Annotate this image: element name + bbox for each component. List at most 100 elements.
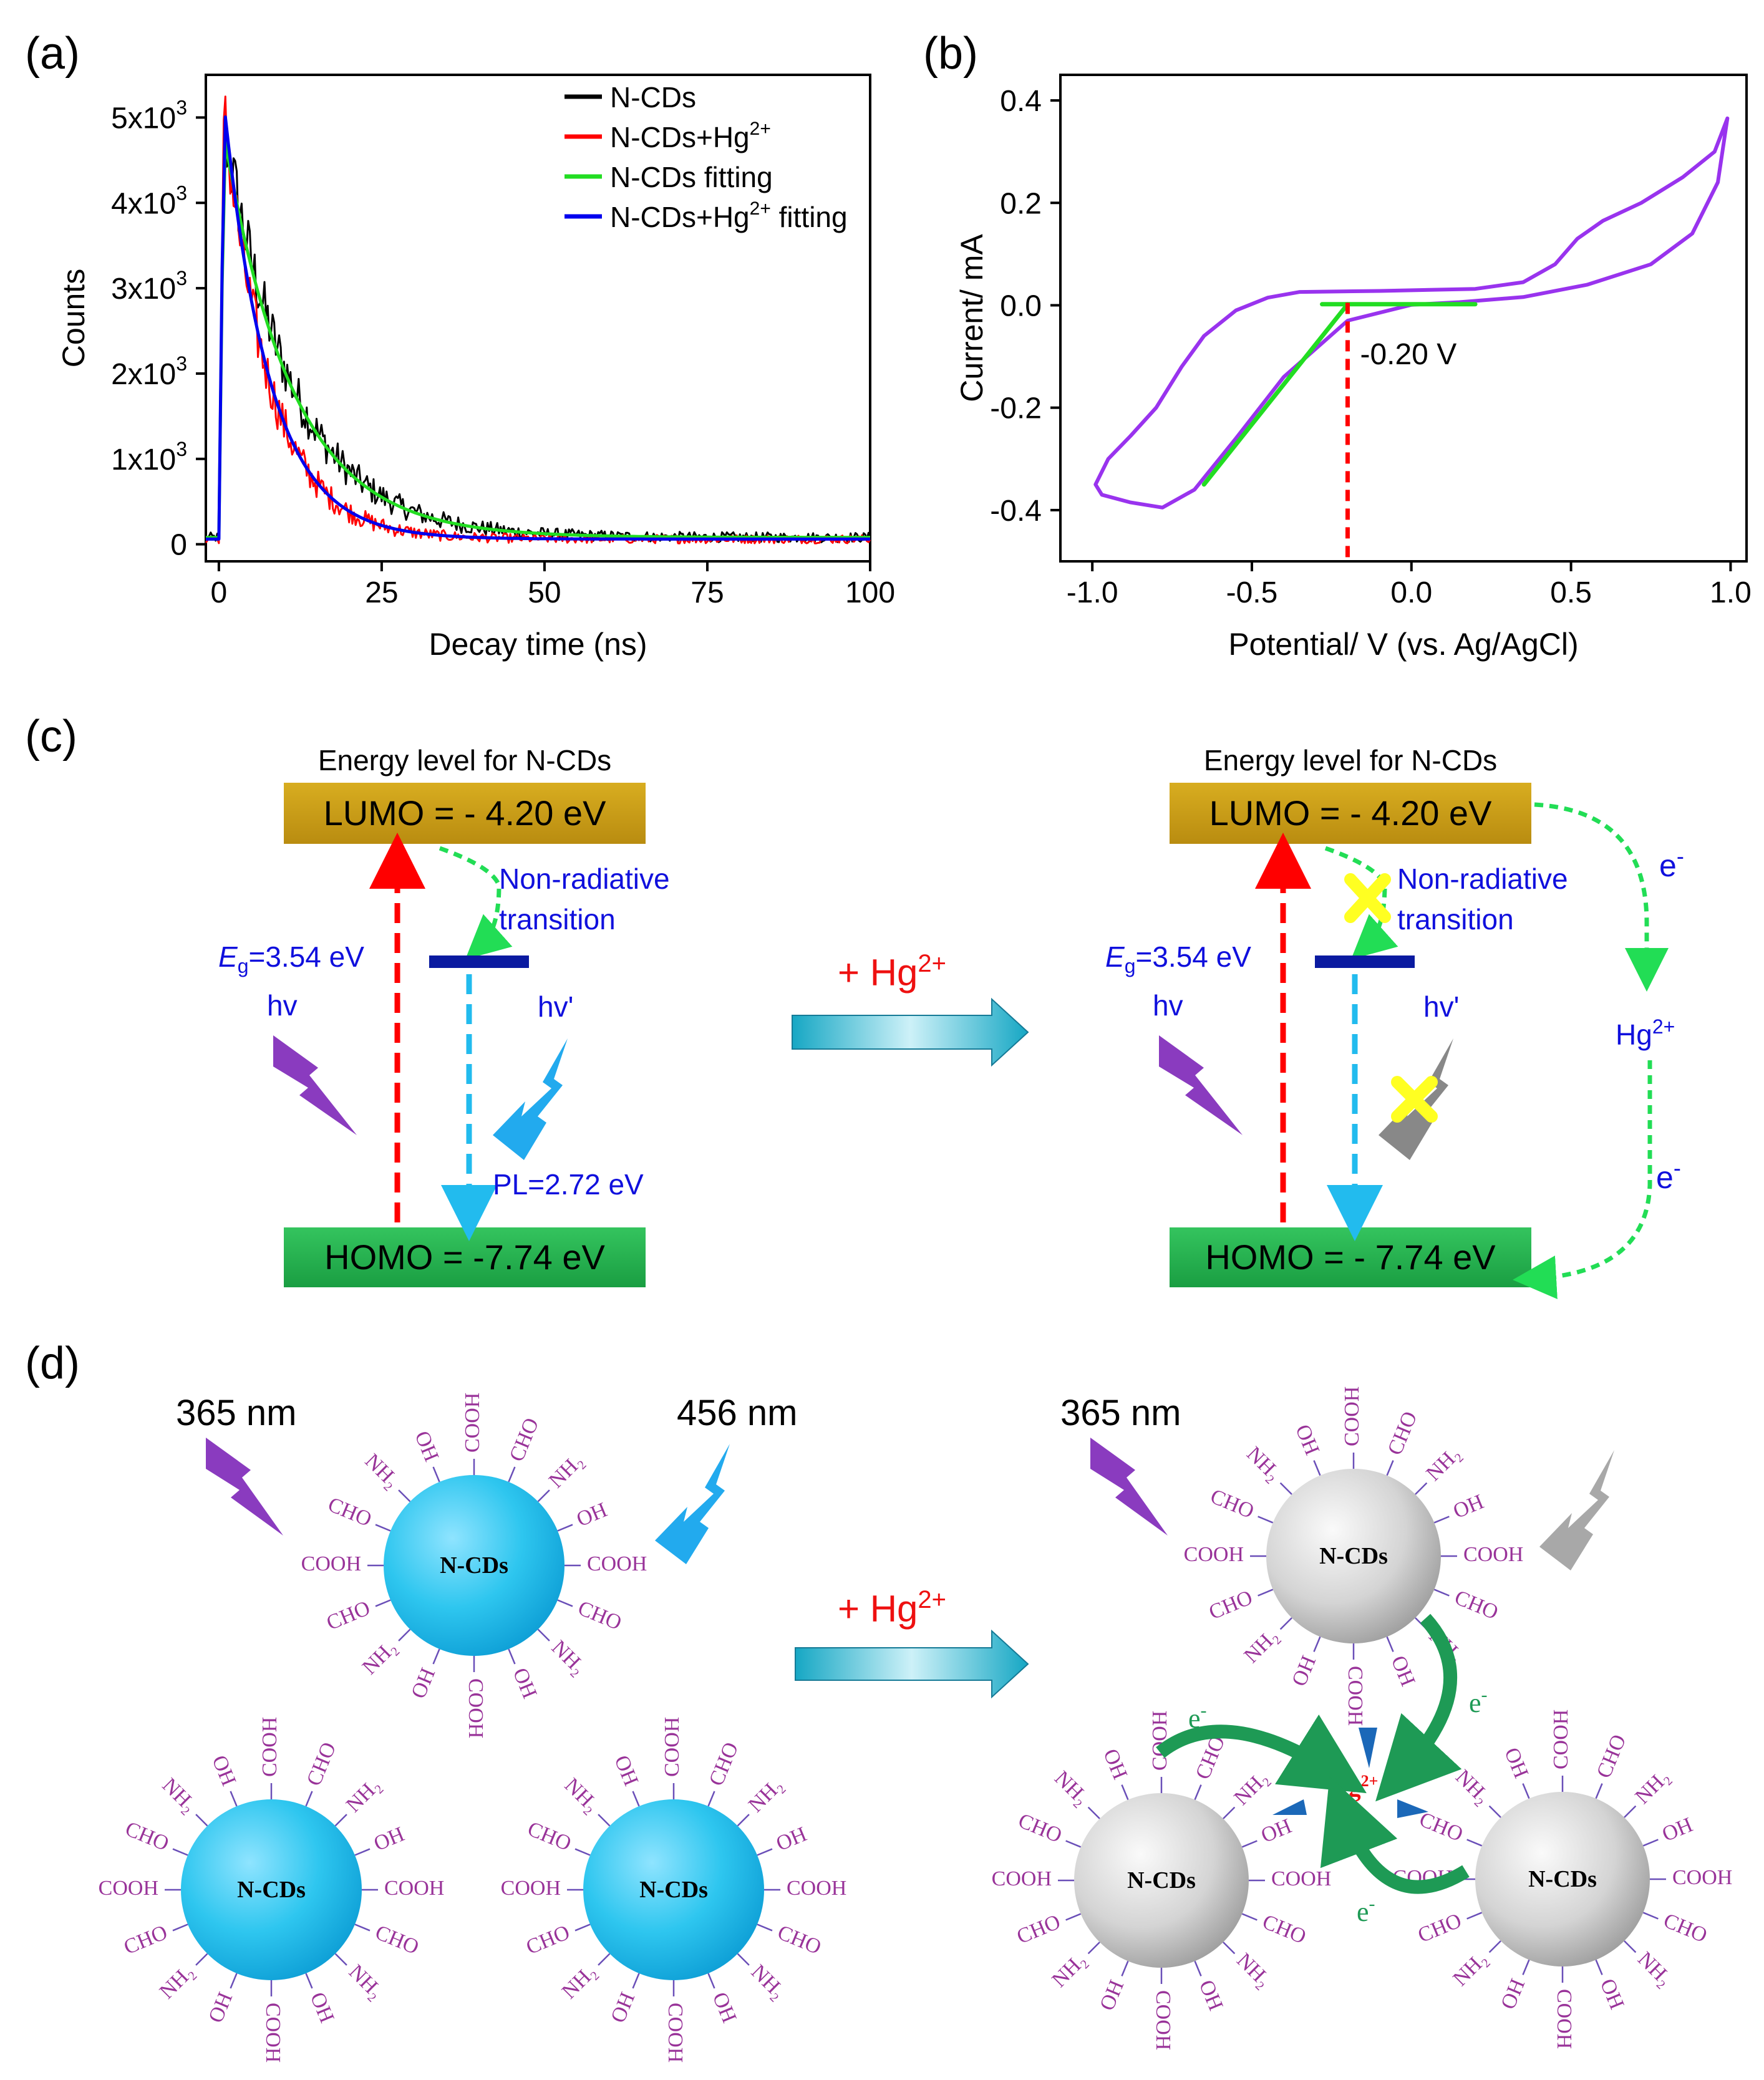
panel-a-xtick-label: 75 (691, 576, 724, 609)
bond (432, 1466, 440, 1483)
bond (707, 1791, 715, 1807)
panel-d: (d) 365 nm 456 nm 365 nm COOH CHONH₂OHCOO… (25, 1338, 1732, 2063)
hg-coordination: Hg2+ e- e- e- (1156, 1613, 1488, 1927)
functional-group-label: OH (773, 1822, 810, 1855)
hg-sup-d: 2+ (1361, 1772, 1379, 1790)
panel-b-ytick-label: -0.4 (990, 495, 1042, 528)
electron-transfer-arrow-1 (1534, 802, 1669, 992)
bond (1488, 1805, 1501, 1818)
functional-group-label: OH (207, 1752, 240, 1789)
energy-title-left: Energy level for N-CDs (318, 744, 611, 776)
functional-group-label: COOH (461, 1393, 484, 1453)
carbon-dot-core (1475, 1792, 1650, 1966)
bond (1065, 1840, 1082, 1848)
plus-hg-sup-d: 2+ (918, 1586, 946, 1613)
bond (1624, 1940, 1637, 1953)
e-text-1: e (1659, 848, 1677, 883)
bond (375, 1599, 391, 1607)
carbon-dot-core (583, 1799, 764, 1980)
panel-a-series (205, 95, 871, 544)
reaction-arrow-d-shape (795, 1629, 1029, 1699)
eg-value: =3.54 eV (248, 941, 364, 973)
functional-group-label: OH (573, 1498, 611, 1531)
functional-group-label: OH (606, 1989, 639, 2026)
carbon-dot-label: N-CDs (1319, 1543, 1388, 1569)
emission-wavelength: 456 nm (677, 1393, 797, 1433)
carbon-dot-core (181, 1799, 362, 1980)
homo-label-right: HOMO = - 7.74 eV (1205, 1237, 1496, 1277)
panel-a-ytick-mantissa: 2x10 (111, 358, 176, 391)
coord-wedge-top (1359, 1728, 1377, 1768)
bond (757, 1923, 773, 1932)
bond (195, 1814, 208, 1827)
functional-group-label: NH₂ (342, 1774, 385, 1817)
carbon-dot-2: COOH CHONH₂OHCOOHCHONH₂OHCOOHOHNH₂CHOCOOH… (501, 1717, 847, 2063)
e-sup-2: - (1674, 1155, 1681, 1181)
functional-group-label: NH₂ (361, 1449, 404, 1492)
e-d1-sup: - (1201, 1700, 1207, 1721)
panel-a-ytick-mantissa: 3x10 (111, 273, 176, 306)
functional-group-label: NH₂ (1448, 1947, 1491, 1990)
nonradiative-arrow-left (439, 846, 513, 960)
e-d2-sup: - (1481, 1685, 1488, 1705)
electron-label-2: e- (1656, 1155, 1681, 1195)
carbon-dot-1: COOH CHONH₂OHCOOHCHONH₂OHCOOHOHNH₂CHOCOOH… (99, 1717, 445, 2063)
panel-a-ytick-label: 4x103 (111, 181, 187, 220)
functional-group-label: CHO (1384, 1408, 1422, 1458)
functional-group-label: NH₂ (1050, 1766, 1093, 1809)
functional-group-label: NH₂ (1451, 1765, 1494, 1808)
functional-group-label: OH (609, 1752, 642, 1789)
functional-group-label: CHO (1207, 1485, 1257, 1524)
functional-group-label: NH₂ (545, 1449, 588, 1492)
panel-b-series (1093, 116, 1730, 561)
legend-sup: 2+ (750, 119, 771, 139)
functional-group-label: COOH (787, 1877, 846, 1900)
plus-hg-label-d: + Hg2+ (838, 1586, 946, 1630)
functional-group-label: OH (508, 1665, 541, 1702)
bond (172, 1923, 188, 1932)
bond (598, 1953, 611, 1966)
panel-a-ytick-label: 2x103 (111, 352, 187, 391)
bond (1433, 1516, 1450, 1524)
hg-ion-label-c: Hg2+ (1616, 1015, 1675, 1051)
bond (1386, 1460, 1394, 1476)
bond (305, 1791, 313, 1807)
functional-group-label: CHO (303, 1739, 341, 1789)
functional-group-label: CHO (774, 1921, 824, 1960)
pl-label: PL=2.72 eV (493, 1168, 644, 1201)
functional-group-label: NH₂ (1633, 1947, 1676, 1990)
carbon-dot-label: N-CDs (1127, 1867, 1196, 1894)
excitation-wavelength-right: 365 nm (1060, 1393, 1181, 1433)
panel-a-ytick-mantissa: 1x10 (111, 443, 176, 476)
eg-subscript-r: g (1125, 955, 1136, 977)
carbon-dot-core (1074, 1793, 1249, 1968)
bond (557, 1599, 573, 1607)
panel-b-xtick-label: 1.0 (1710, 576, 1752, 609)
cross-stroke-2 (1344, 873, 1391, 923)
bond (737, 1814, 750, 1827)
panel-a-plot-frame (205, 74, 871, 563)
panel-a-ytick-exponent: 3 (176, 181, 187, 204)
e-sup-1: - (1677, 843, 1684, 869)
bond (1121, 1960, 1129, 1976)
functional-group-label: OH (1387, 1652, 1420, 1690)
panel-b-ytick-label: 0.0 (1000, 289, 1042, 322)
bond (305, 1973, 313, 1989)
functional-group-label: COOH (501, 1877, 561, 1900)
excitation-bolt-icon-left (273, 1035, 357, 1135)
panel-c-label: (c) (25, 712, 77, 762)
functional-group-label: COOH (664, 2003, 687, 2063)
functional-group-label: OH (306, 1989, 339, 2026)
bond (1466, 1912, 1483, 1920)
functional-group-label: COOH (1184, 1543, 1244, 1566)
functional-group-label: CHO (1451, 1586, 1501, 1625)
functional-group-label: CHO (574, 1597, 624, 1635)
quenched-bolt-icon-d (1539, 1450, 1614, 1570)
excitation-bolt-icon-right (1159, 1035, 1243, 1135)
plus-hg-sup: 2+ (918, 950, 946, 977)
hg-text-d: Hg (1329, 1774, 1361, 1802)
legend-name: N-CDs+Hg (610, 121, 750, 153)
functional-group-label: NH₂ (1229, 1766, 1272, 1809)
functional-group-label: NH₂ (1047, 1948, 1090, 1991)
